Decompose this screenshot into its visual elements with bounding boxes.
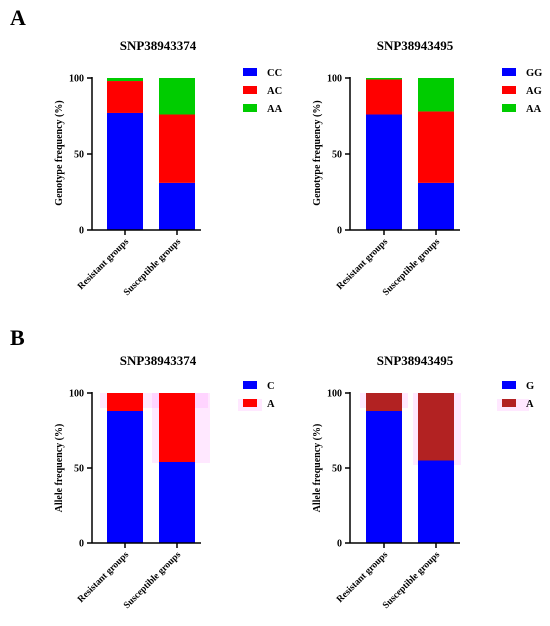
- legend-label-aa: AA: [526, 104, 542, 115]
- bar-segment-g: [418, 460, 454, 543]
- y-tick-label: 50: [74, 150, 84, 161]
- bar-segment-gg: [418, 182, 454, 230]
- bar-segment-ac: [159, 114, 195, 183]
- category-label: Susceptible groups: [122, 237, 183, 298]
- y-tick-label: 50: [332, 464, 342, 475]
- legend-swatch-ac: [243, 86, 257, 94]
- bar-segment-gg: [366, 114, 402, 230]
- chart-title: SNP38943495: [377, 353, 454, 368]
- panel-letter-a: A: [10, 5, 26, 30]
- bar-segment-g: [366, 411, 402, 543]
- y-tick-label: 50: [332, 150, 342, 161]
- bar-segment-aa: [107, 78, 143, 82]
- legend-swatch-gg: [502, 68, 516, 76]
- legend-label-ag: AG: [526, 86, 542, 97]
- y-tick-label: 0: [79, 539, 84, 550]
- bar-segment-cc: [107, 112, 143, 230]
- y-tick-label: 100: [69, 74, 84, 85]
- legend-label-g: G: [526, 381, 534, 392]
- legend-label-ac: AC: [267, 86, 282, 97]
- legend-label-aa: AA: [267, 104, 283, 115]
- legend-swatch-c: [243, 381, 257, 389]
- legend-swatch-g: [502, 381, 516, 389]
- y-axis-label: Allele frequency (%): [312, 424, 323, 513]
- legend-label-a: A: [267, 399, 275, 410]
- bar-segment-ag: [418, 111, 454, 183]
- bar-segment-aa: [159, 78, 195, 115]
- category-label: Susceptible groups: [381, 550, 442, 611]
- chart-title: SNP38943495: [377, 38, 454, 53]
- bar-segment-a: [159, 393, 195, 462]
- chart-title: SNP38943374: [120, 38, 197, 53]
- bar-segment-c: [107, 411, 143, 543]
- y-tick-label: 100: [327, 74, 342, 85]
- legend-label-a: A: [526, 399, 534, 410]
- bar-segment-c: [159, 462, 195, 543]
- category-label: Resistant groups: [335, 237, 390, 292]
- y-tick-label: 0: [337, 539, 342, 550]
- legend-swatch-ag: [502, 86, 516, 94]
- bar-segment-aa: [418, 78, 454, 112]
- y-tick-label: 0: [79, 226, 84, 237]
- y-tick-label: 100: [327, 389, 342, 400]
- bar-segment-ag: [366, 79, 402, 115]
- legend-label-cc: CC: [267, 68, 282, 79]
- legend-swatch-aa: [243, 104, 257, 112]
- legend-swatch-cc: [243, 68, 257, 76]
- category-label: Susceptible groups: [122, 550, 183, 611]
- y-tick-label: 0: [337, 226, 342, 237]
- category-label: Susceptible groups: [381, 237, 442, 298]
- bar-segment-cc: [159, 182, 195, 230]
- category-label: Resistant groups: [76, 550, 131, 605]
- y-tick-label: 100: [69, 389, 84, 400]
- legend-label-gg: GG: [526, 68, 542, 79]
- bar-segment-a: [418, 393, 454, 461]
- bar-segment-a: [107, 393, 143, 411]
- y-axis-label: Genotype frequency (%): [312, 100, 323, 205]
- y-axis-label: Allele frequency (%): [54, 424, 65, 513]
- panel-letter-b: B: [10, 325, 25, 350]
- legend-swatch-aa: [502, 104, 516, 112]
- chart-title: SNP38943374: [120, 353, 197, 368]
- bar-segment-ac: [107, 81, 143, 113]
- legend-swatch-a: [502, 399, 516, 407]
- legend-label-c: C: [267, 381, 275, 392]
- bar-segment-a: [366, 393, 402, 411]
- category-label: Resistant groups: [335, 550, 390, 605]
- bar-segment-aa: [366, 78, 402, 80]
- category-label: Resistant groups: [76, 237, 131, 292]
- y-tick-label: 50: [74, 464, 84, 475]
- y-axis-label: Genotype frequency (%): [54, 100, 65, 205]
- legend-swatch-a: [243, 399, 257, 407]
